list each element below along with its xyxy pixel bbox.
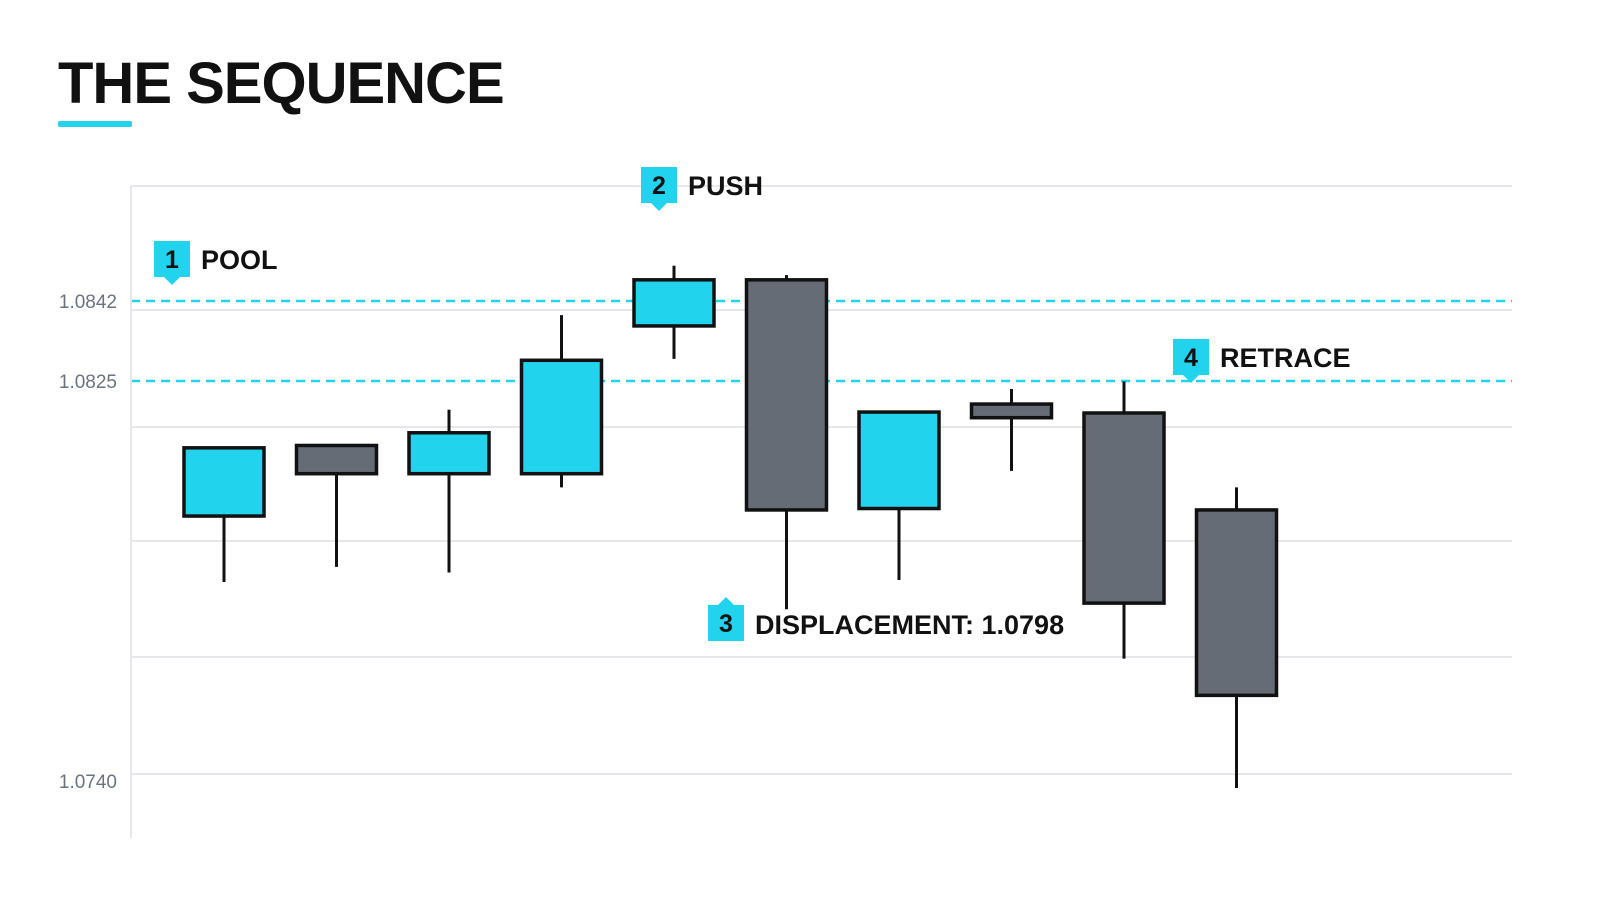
candle-2 bbox=[294, 443, 379, 567]
candle-9 bbox=[1082, 381, 1166, 659]
annotations: 1 POOL 2 PUSH 3 DISPLACEMENT: 1.0798 4 RETRACE bbox=[154, 167, 1351, 641]
chart-title: THE SEQUENCE bbox=[58, 51, 505, 116]
candle-8 bbox=[969, 389, 1054, 471]
y-tick-labels: 1.0842 1.0825 1.0740 bbox=[59, 292, 117, 793]
annotation-badge bbox=[641, 167, 677, 203]
title-underline bbox=[58, 121, 132, 127]
candle-body bbox=[969, 402, 1054, 420]
annotation-number: 2 bbox=[652, 172, 666, 200]
y-tick-label: 1.0825 bbox=[59, 372, 117, 393]
candle-5 bbox=[632, 265, 716, 359]
candle-1 bbox=[182, 446, 266, 582]
annotation-badge bbox=[1173, 339, 1209, 375]
candles bbox=[182, 265, 1279, 789]
annotation-label: RETRACE bbox=[1220, 343, 1351, 373]
annotation-4: 4 RETRACE bbox=[1173, 339, 1351, 383]
candle-4 bbox=[519, 315, 604, 488]
y-tick-label: 1.0842 bbox=[59, 292, 117, 313]
candle-body bbox=[407, 431, 491, 476]
annotation-3: 3 DISPLACEMENT: 1.0798 bbox=[708, 597, 1064, 641]
candle-7 bbox=[857, 410, 941, 581]
candle-10 bbox=[1194, 487, 1279, 789]
annotation-badge bbox=[708, 605, 744, 641]
annotation-1: 1 POOL bbox=[154, 241, 278, 285]
grid-lines bbox=[131, 185, 1512, 775]
annotation-number: 3 bbox=[719, 610, 733, 638]
annotation-label: POOL bbox=[201, 245, 278, 275]
annotation-pointer bbox=[1183, 375, 1199, 383]
annotation-label: PUSH bbox=[688, 171, 763, 201]
candle-body bbox=[857, 410, 941, 511]
annotation-badge bbox=[154, 241, 190, 277]
candle-body bbox=[632, 278, 716, 328]
candle-body bbox=[744, 278, 829, 512]
candle-body bbox=[1194, 508, 1279, 698]
candle-6 bbox=[744, 275, 829, 610]
candle-body bbox=[182, 446, 266, 518]
y-tick-label: 1.0740 bbox=[59, 772, 117, 793]
annotation-pointer bbox=[718, 597, 734, 605]
annotation-pointer bbox=[651, 203, 667, 211]
annotation-pointer bbox=[164, 277, 180, 285]
candle-body bbox=[519, 358, 604, 476]
candle-3 bbox=[407, 409, 491, 573]
candle-body bbox=[294, 443, 379, 476]
candle-body bbox=[1082, 411, 1166, 605]
annotation-number: 1 bbox=[165, 246, 179, 274]
annotation-2: 2 PUSH bbox=[641, 167, 763, 211]
annotation-number: 4 bbox=[1184, 344, 1198, 372]
annotation-label: DISPLACEMENT: 1.0798 bbox=[755, 610, 1064, 640]
